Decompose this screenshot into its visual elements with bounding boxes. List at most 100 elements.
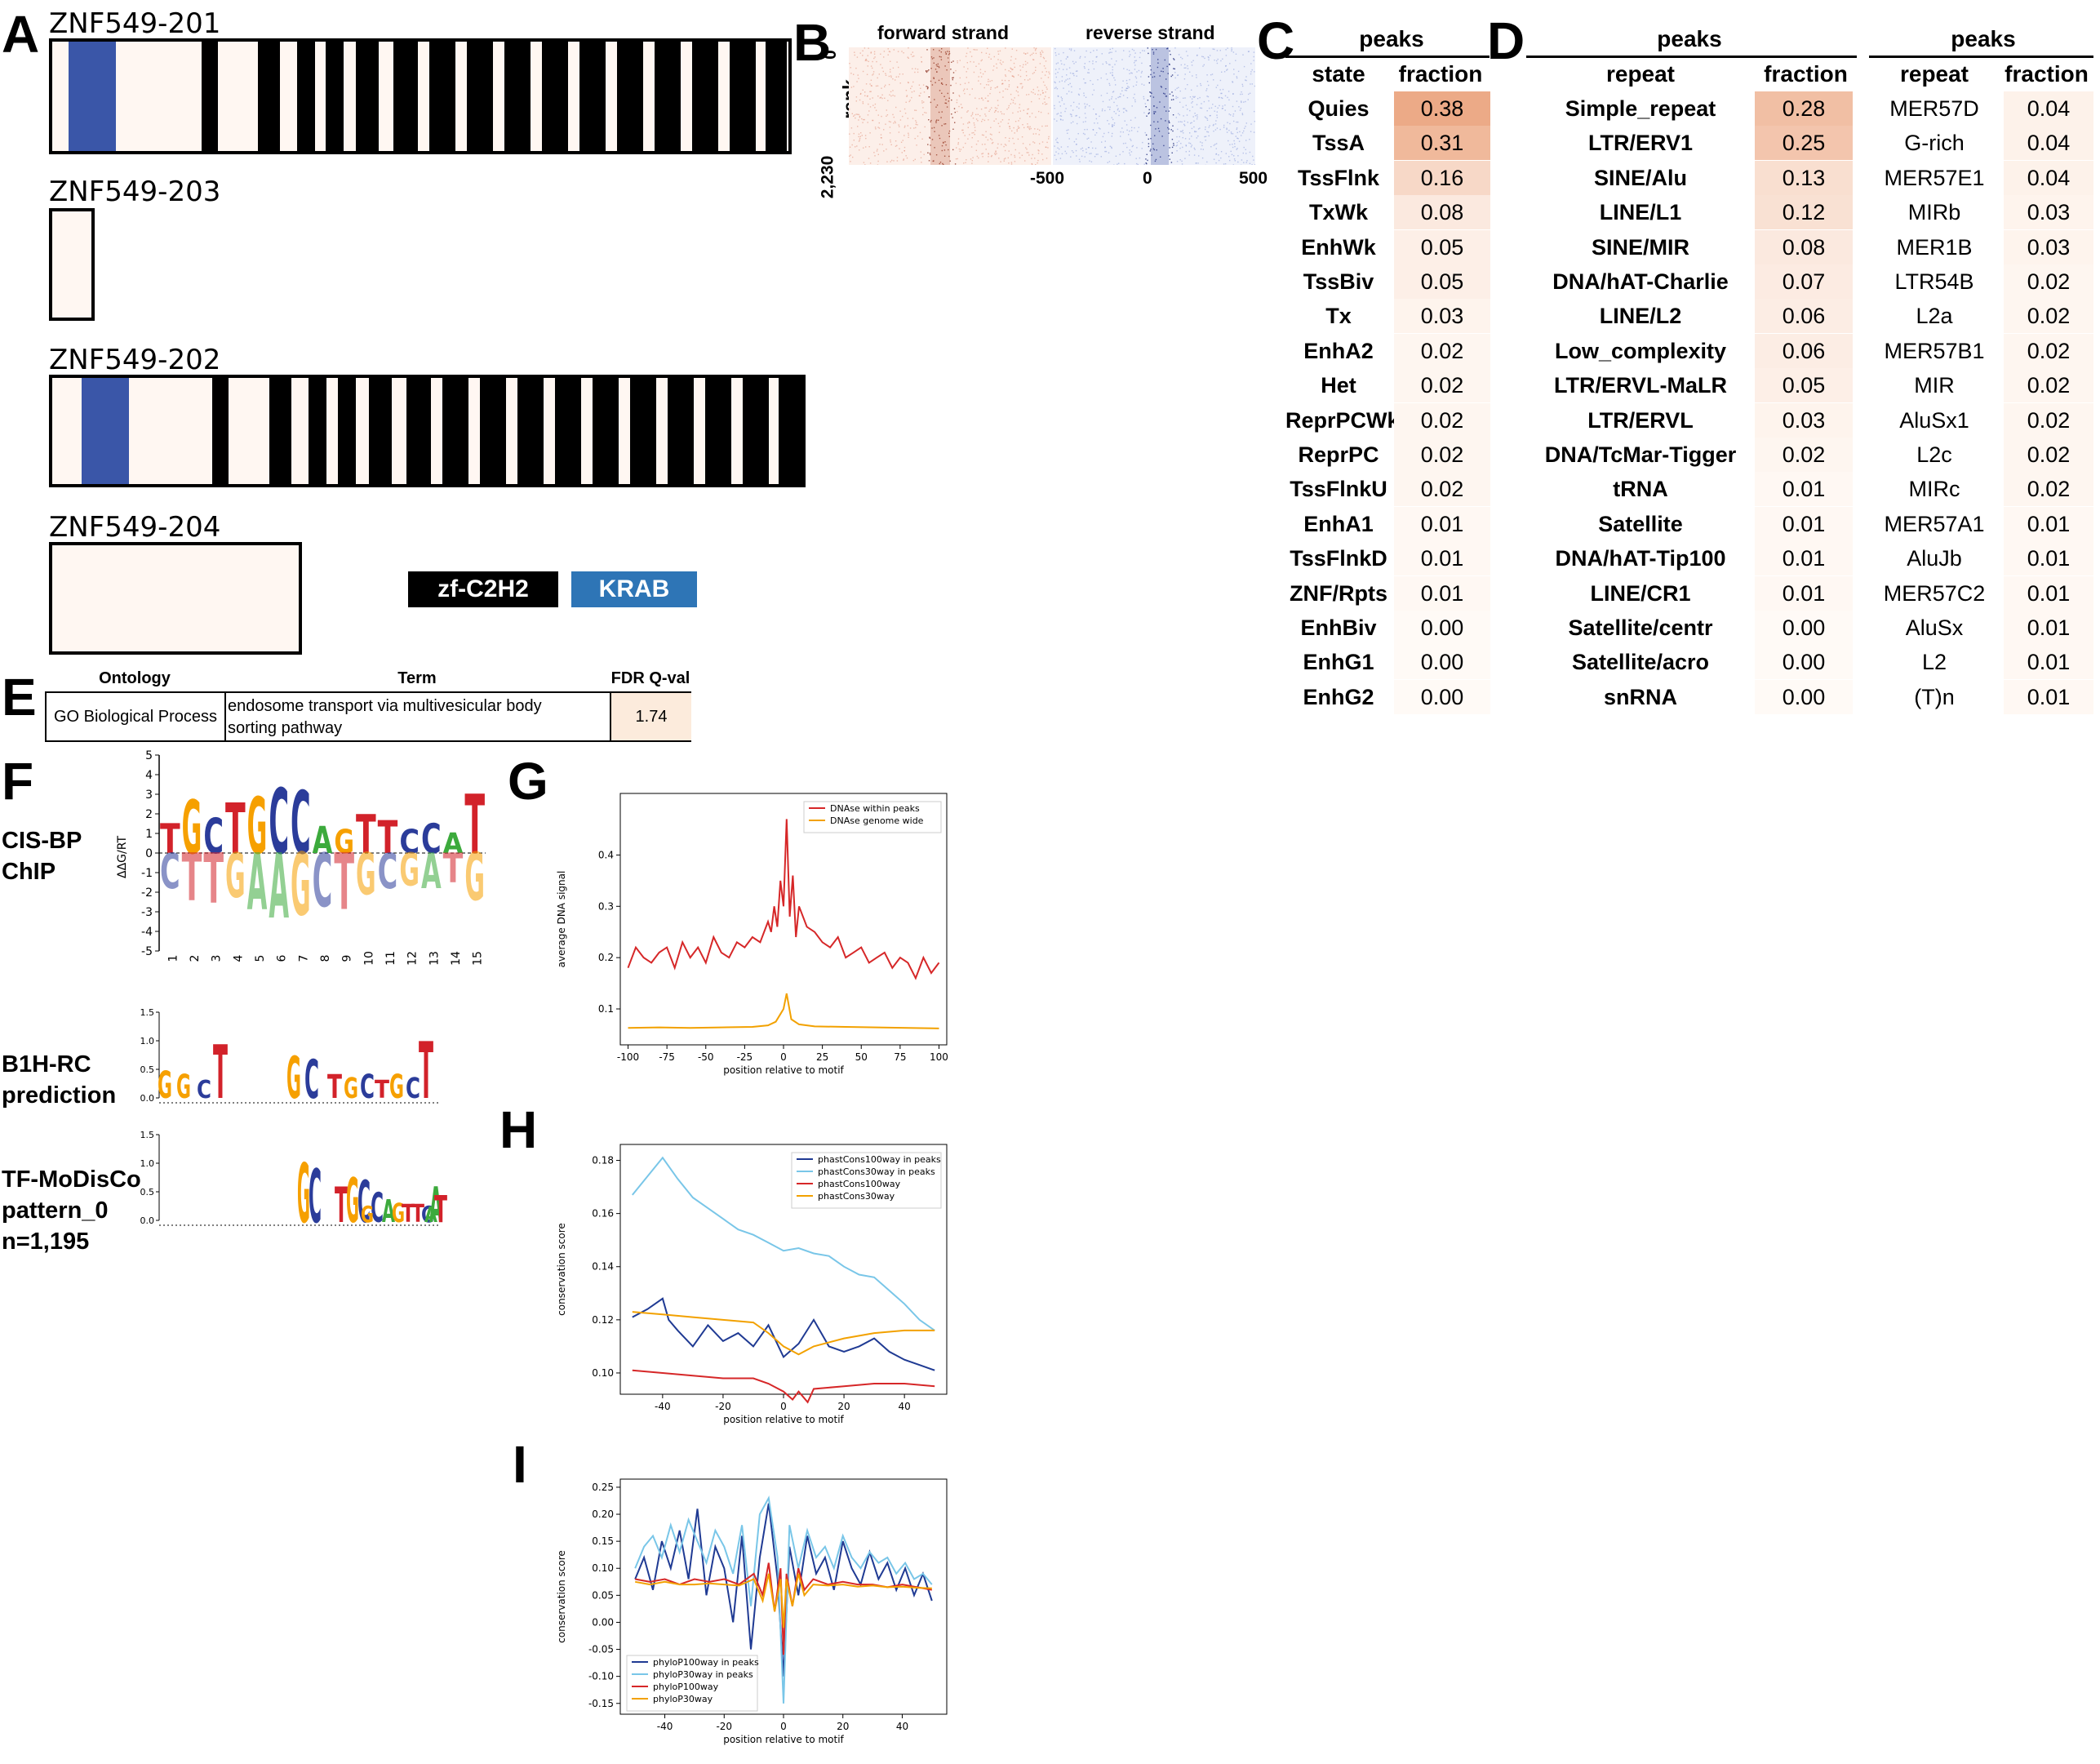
e-ontology-cell: GO Biological Process bbox=[47, 693, 226, 740]
forward-read-mark bbox=[921, 100, 923, 102]
forward-read-mark bbox=[995, 151, 997, 153]
forward-read-mark bbox=[977, 140, 979, 142]
reverse-read-mark bbox=[1131, 145, 1133, 148]
forward-read-mark bbox=[936, 65, 938, 67]
forward-read-mark bbox=[967, 127, 969, 128]
forward-read-mark bbox=[1018, 74, 1019, 76]
reverse-read-mark bbox=[1198, 155, 1200, 157]
forward-read-mark bbox=[862, 103, 864, 104]
forward-read-mark bbox=[928, 96, 930, 98]
reverse-read-mark bbox=[1134, 60, 1136, 62]
reverse-read-mark bbox=[1112, 69, 1113, 71]
table-row-label: LTR/ERVL-MaLR bbox=[1554, 373, 1727, 398]
reverse-read-mark bbox=[1125, 110, 1128, 112]
zf-c2h2-domain bbox=[705, 378, 731, 484]
d-left-col-repeat: repeat bbox=[1605, 61, 1676, 87]
b1h-logo-letter: G bbox=[344, 1073, 358, 1105]
forward-read-mark bbox=[961, 107, 963, 109]
forward-read-mark bbox=[1044, 101, 1046, 103]
isoform-name-202: ZNF549-202 bbox=[49, 344, 221, 376]
forward-read-mark bbox=[992, 69, 994, 71]
forward-read-mark bbox=[934, 99, 935, 100]
table-row-label: ReprPC bbox=[1298, 442, 1379, 467]
reverse-read-mark bbox=[1057, 142, 1059, 144]
reverse-read-mark bbox=[1078, 117, 1081, 118]
reverse-read-mark bbox=[1139, 56, 1141, 59]
reverse-read-mark bbox=[1236, 131, 1238, 134]
forward-read-mark bbox=[1029, 78, 1031, 80]
reverse-read-mark bbox=[1176, 136, 1178, 138]
table-row-fraction: 0.31 bbox=[1394, 126, 1490, 161]
forward-read-mark bbox=[873, 152, 875, 153]
reverse-read-mark bbox=[1108, 52, 1110, 54]
reverse-read-mark bbox=[1192, 100, 1193, 103]
reverse-read-mark bbox=[1136, 162, 1138, 165]
reverse-read-mark bbox=[1210, 146, 1212, 148]
reverse-read-mark bbox=[1083, 66, 1086, 68]
reverse-read-mark bbox=[1231, 47, 1232, 49]
table-row-label: MIR bbox=[1914, 373, 1955, 398]
ddg-logo-letter: T bbox=[464, 777, 485, 873]
forward-read-mark bbox=[993, 56, 995, 58]
forward-read-mark bbox=[864, 47, 866, 49]
reverse-read-mark bbox=[1183, 125, 1186, 127]
forward-read-mark bbox=[983, 87, 985, 89]
ddg-logo-letter: T bbox=[160, 815, 180, 863]
forward-read-mark bbox=[915, 120, 917, 122]
forward-read-mark bbox=[1017, 127, 1019, 129]
reverse-read-mark bbox=[1152, 76, 1153, 78]
reverse-read-mark bbox=[1250, 63, 1252, 64]
forward-read-mark bbox=[980, 76, 983, 78]
forward-read-mark bbox=[970, 56, 973, 57]
reverse-read-mark bbox=[1106, 62, 1108, 64]
reverse-read-mark bbox=[1092, 129, 1094, 131]
forward-read-mark bbox=[940, 117, 942, 118]
forward-read-mark bbox=[921, 60, 922, 63]
reverse-read-mark bbox=[1199, 127, 1201, 129]
forward-read-mark bbox=[971, 162, 973, 164]
forward-read-mark bbox=[903, 146, 906, 149]
forward-read-mark bbox=[868, 110, 870, 112]
forward-read-mark bbox=[940, 51, 942, 53]
table-row-fraction: 0.00 bbox=[1755, 679, 1853, 714]
reverse-read-mark bbox=[1059, 105, 1061, 107]
legend-entry: phastCons100way bbox=[818, 1179, 901, 1189]
forward-read-mark bbox=[1001, 113, 1003, 115]
reverse-read-mark bbox=[1113, 111, 1115, 113]
forward-read-mark bbox=[869, 98, 871, 100]
reverse-read-mark bbox=[1181, 160, 1183, 162]
forward-read-mark bbox=[997, 59, 999, 60]
reverse-read-mark bbox=[1152, 51, 1155, 53]
table-row-fraction: 0.01 bbox=[1394, 541, 1490, 576]
x-tick-label: 25 bbox=[816, 1051, 828, 1063]
ddg-y-tick-label: -4 bbox=[141, 926, 153, 939]
forward-read-mark bbox=[870, 65, 872, 67]
isoform-name-201: ZNF549-201 bbox=[49, 7, 221, 40]
b1h-logo-letter: T bbox=[213, 1030, 228, 1114]
forward-read-mark bbox=[1048, 96, 1050, 99]
reverse-read-mark bbox=[1065, 79, 1067, 81]
reverse-read-mark bbox=[1094, 147, 1097, 149]
table-row-fraction: 0.02 bbox=[2004, 472, 2093, 507]
modisco-y-tick-label: 1.0 bbox=[140, 1158, 155, 1169]
reverse-read-mark bbox=[1078, 107, 1080, 109]
forward-read-mark bbox=[869, 132, 871, 134]
b1h-logo-letter: G bbox=[286, 1045, 301, 1112]
reverse-read-mark bbox=[1125, 124, 1128, 126]
reverse-read-mark bbox=[1208, 57, 1210, 59]
reverse-read-mark bbox=[1229, 159, 1231, 162]
table-row-fraction: 0.01 bbox=[1755, 472, 1853, 507]
table-row-fraction: 0.00 bbox=[1394, 679, 1490, 714]
forward-read-mark bbox=[930, 56, 933, 58]
reverse-read-mark bbox=[1226, 131, 1228, 133]
forward-read-mark bbox=[1007, 122, 1010, 124]
reverse-read-mark bbox=[1127, 86, 1129, 87]
forward-read-mark bbox=[883, 150, 885, 152]
ddg-y-tick-label: -1 bbox=[141, 867, 153, 880]
reverse-read-mark bbox=[1091, 94, 1094, 96]
forward-read-mark bbox=[981, 97, 983, 99]
forward-read-mark bbox=[872, 97, 873, 99]
forward-read-mark bbox=[893, 160, 895, 162]
zf-c2h2-domain bbox=[766, 42, 787, 151]
reverse-read-mark bbox=[1254, 85, 1255, 87]
